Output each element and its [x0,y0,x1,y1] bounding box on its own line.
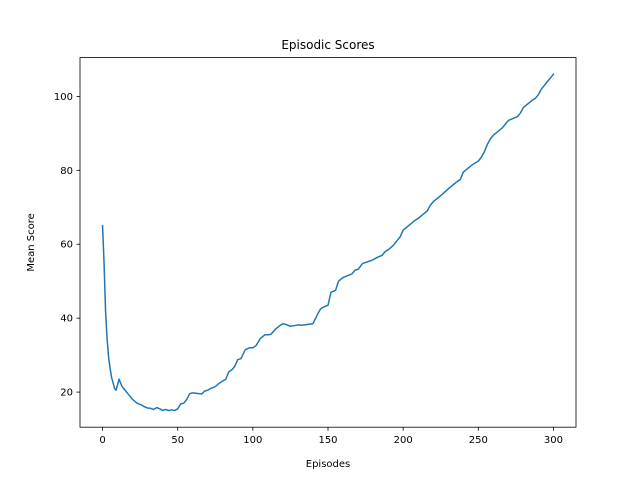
plot-area [80,57,576,428]
y-axis-ticks: 20 40 60 80 100 [54,92,80,399]
x-tick-label: 200 [394,435,413,446]
x-tick-label: 0 [99,435,105,446]
series-layer [101,73,555,412]
x-axis-ticks: 0 50 100 150 200 250 300 [99,427,563,446]
x-tick-label: 100 [243,435,262,446]
x-tick-label: 50 [171,435,184,446]
x-tick-label: 150 [318,435,337,446]
y-tick-label: 80 [60,166,73,177]
chart-title: Episodic Scores [281,38,374,52]
x-axis-label: Episodes [306,459,350,470]
x-tick-label: 250 [469,435,488,446]
x-tick-label: 300 [544,435,563,446]
series-line-0 [101,73,555,412]
y-axis-label: Mean Score [26,213,37,271]
y-tick-label: 40 [60,314,73,325]
y-tick-label: 20 [60,388,73,399]
y-tick-label: 100 [54,92,73,103]
y-tick-label: 60 [60,240,73,251]
